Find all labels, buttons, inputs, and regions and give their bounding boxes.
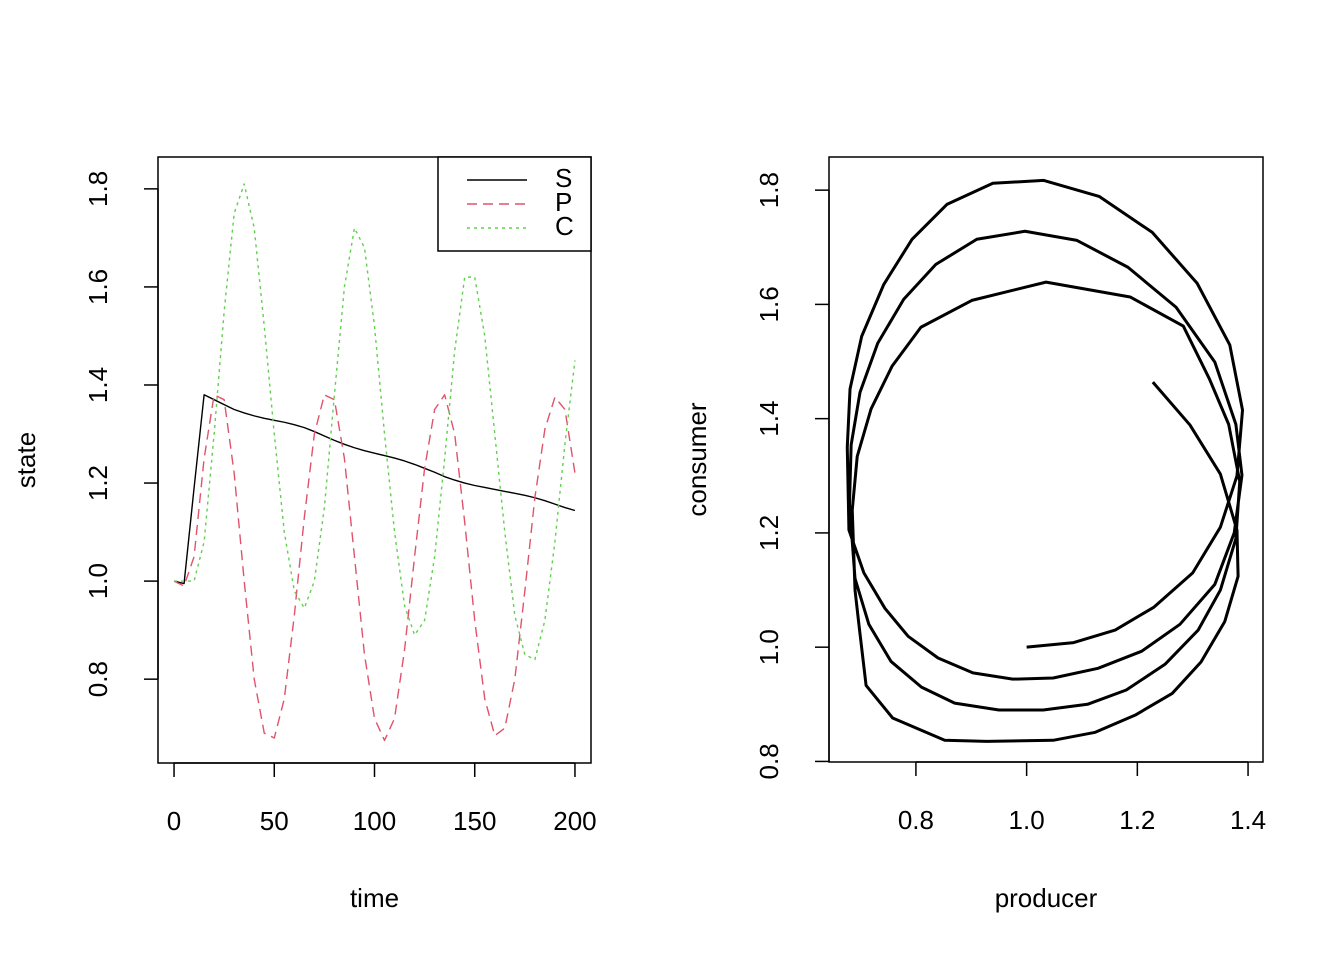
legend-label: P xyxy=(555,187,572,217)
y-tick-label: 1.2 xyxy=(83,465,113,501)
x-tick-label: 200 xyxy=(553,806,596,836)
y-tick-label: 1.6 xyxy=(754,286,784,322)
x-tick-label: 100 xyxy=(353,806,396,836)
series-line xyxy=(173,394,576,585)
y-tick-label: 1.8 xyxy=(754,172,784,208)
y-tick-label: 1.2 xyxy=(754,515,784,551)
x-tick-label: 0.8 xyxy=(898,805,934,835)
y-tick-label: 1.4 xyxy=(83,367,113,403)
y-axis-label: state xyxy=(11,432,41,488)
y-tick-label: 0.8 xyxy=(83,661,113,697)
y-tick-label: 1.0 xyxy=(754,629,784,665)
x-tick-label: 0 xyxy=(167,806,181,836)
y-tick-label: 1.0 xyxy=(83,563,113,599)
legend-label: C xyxy=(555,211,574,241)
series-line xyxy=(845,178,1245,743)
x-tick-label: 1.4 xyxy=(1230,805,1266,835)
x-axis-label: time xyxy=(350,883,399,913)
y-axis-label: consumer xyxy=(682,402,712,516)
legend-label: S xyxy=(555,163,572,193)
series-line xyxy=(174,183,576,661)
plot-box xyxy=(828,156,1264,763)
y-tick-label: 1.4 xyxy=(754,401,784,437)
legend-box xyxy=(437,156,592,252)
x-tick-label: 150 xyxy=(453,806,496,836)
x-tick-label: 1.2 xyxy=(1119,805,1155,835)
series-line xyxy=(173,394,576,742)
x-tick-label: 1.0 xyxy=(1009,805,1045,835)
y-tick-label: 1.8 xyxy=(83,171,113,207)
y-tick-label: 1.6 xyxy=(83,269,113,305)
y-tick-label: 0.8 xyxy=(754,743,784,779)
x-tick-label: 50 xyxy=(260,806,289,836)
x-axis-label: producer xyxy=(995,883,1098,913)
